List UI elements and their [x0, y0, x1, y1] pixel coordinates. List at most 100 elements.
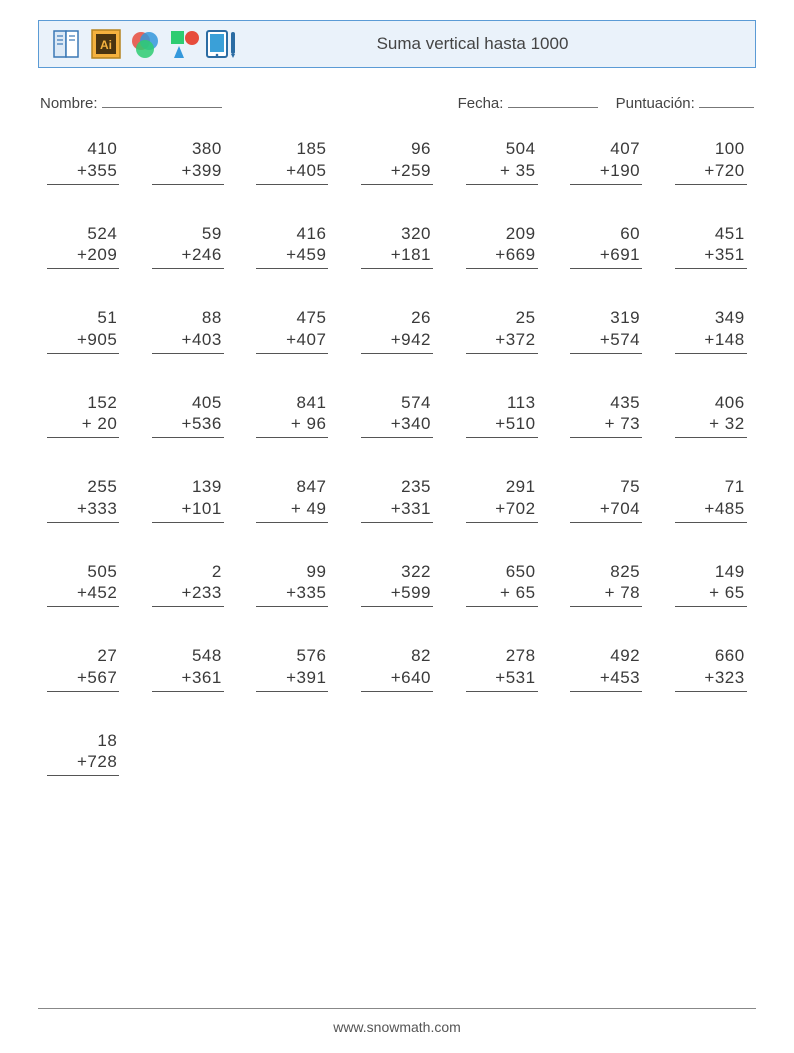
addend-bottom: + 35: [466, 160, 538, 185]
addend-top: 59: [152, 223, 224, 245]
addition-problem: 319+574: [570, 307, 642, 354]
addend-bottom: +640: [361, 667, 433, 692]
addition-problem: 574+340: [361, 392, 433, 439]
worksheet-title: Suma vertical hasta 1000: [240, 34, 745, 54]
addend-bottom: + 49: [256, 498, 328, 523]
addend-top: 149: [675, 561, 747, 583]
footer-text: www.snowmath.com: [333, 1019, 461, 1035]
addition-problem: 660+323: [675, 645, 747, 692]
addition-problem: 349+148: [675, 307, 747, 354]
addition-problem: 152+ 20: [47, 392, 119, 439]
addend-bottom: +403: [152, 329, 224, 354]
addend-top: 99: [256, 561, 328, 583]
addition-problem: 18+728: [47, 730, 119, 777]
addition-problem: 505+452: [47, 561, 119, 608]
ai-badge-icon: Ai: [88, 27, 123, 62]
addend-bottom: + 20: [47, 413, 119, 438]
addend-bottom: +942: [361, 329, 433, 354]
addend-bottom: + 65: [675, 582, 747, 607]
book-icon: [49, 27, 84, 62]
addend-top: 505: [47, 561, 119, 583]
addend-top: 96: [361, 138, 433, 160]
addend-top: 51: [47, 307, 119, 329]
date-label: Fecha:: [458, 95, 504, 112]
addend-top: 574: [361, 392, 433, 414]
addition-problem: 407+190: [570, 138, 642, 185]
addend-bottom: +372: [466, 329, 538, 354]
addition-problem: 59+246: [152, 223, 224, 270]
addend-bottom: + 73: [570, 413, 642, 438]
addition-problem: 27+567: [47, 645, 119, 692]
shapes-icon: [166, 27, 201, 62]
addend-top: 291: [466, 476, 538, 498]
addition-problem: 25+372: [466, 307, 538, 354]
score-label: Puntuación:: [616, 95, 695, 112]
addend-bottom: +720: [675, 160, 747, 185]
addend-bottom: +399: [152, 160, 224, 185]
addend-top: 88: [152, 307, 224, 329]
addend-bottom: +905: [47, 329, 119, 354]
color-wheel-icon: [127, 27, 162, 62]
addition-problem: 278+531: [466, 645, 538, 692]
addition-problem: 576+391: [256, 645, 328, 692]
header-icons: Ai: [49, 27, 240, 62]
addition-problem: 841+ 96: [256, 392, 328, 439]
addition-problem: 504+ 35: [466, 138, 538, 185]
addend-bottom: +536: [152, 413, 224, 438]
addition-problem: 26+942: [361, 307, 433, 354]
addition-problem: 650+ 65: [466, 561, 538, 608]
addition-problem: 99+335: [256, 561, 328, 608]
addition-problem: 71+485: [675, 476, 747, 523]
addend-bottom: +209: [47, 244, 119, 269]
addend-bottom: +453: [570, 667, 642, 692]
addend-top: 504: [466, 138, 538, 160]
addend-bottom: +704: [570, 498, 642, 523]
addition-problem: 405+536: [152, 392, 224, 439]
addend-top: 492: [570, 645, 642, 667]
addend-bottom: +405: [256, 160, 328, 185]
addend-top: 2: [152, 561, 224, 583]
addend-bottom: +351: [675, 244, 747, 269]
addition-problem: 235+331: [361, 476, 433, 523]
addend-top: 255: [47, 476, 119, 498]
addend-top: 27: [47, 645, 119, 667]
addition-problem: 492+453: [570, 645, 642, 692]
addend-top: 435: [570, 392, 642, 414]
addend-top: 139: [152, 476, 224, 498]
svg-text:Ai: Ai: [100, 38, 112, 52]
addend-top: 319: [570, 307, 642, 329]
header-bar: Ai Suma vert: [38, 20, 756, 68]
name-blank: [102, 94, 222, 108]
addend-top: 841: [256, 392, 328, 414]
addend-bottom: +531: [466, 667, 538, 692]
addend-bottom: +691: [570, 244, 642, 269]
addition-problem: 451+351: [675, 223, 747, 270]
addend-bottom: +669: [466, 244, 538, 269]
addition-problem: 113+510: [466, 392, 538, 439]
addend-top: 475: [256, 307, 328, 329]
addend-bottom: +335: [256, 582, 328, 607]
addend-top: 25: [466, 307, 538, 329]
addition-problem: 60+691: [570, 223, 642, 270]
addend-top: 209: [466, 223, 538, 245]
addition-problem: 149+ 65: [675, 561, 747, 608]
addend-top: 825: [570, 561, 642, 583]
addend-bottom: + 96: [256, 413, 328, 438]
addend-bottom: +407: [256, 329, 328, 354]
addend-top: 235: [361, 476, 433, 498]
addend-bottom: +181: [361, 244, 433, 269]
addend-top: 407: [570, 138, 642, 160]
addition-problem: 847+ 49: [256, 476, 328, 523]
addend-top: 185: [256, 138, 328, 160]
addend-top: 26: [361, 307, 433, 329]
addend-bottom: +574: [570, 329, 642, 354]
addition-problem: 410+355: [47, 138, 119, 185]
addend-top: 278: [466, 645, 538, 667]
addend-bottom: +355: [47, 160, 119, 185]
addend-top: 152: [47, 392, 119, 414]
score-field: Puntuación:: [616, 94, 754, 112]
addend-bottom: +702: [466, 498, 538, 523]
info-row: Nombre: Fecha: Puntuación:: [38, 94, 756, 112]
addend-bottom: +599: [361, 582, 433, 607]
addend-bottom: +361: [152, 667, 224, 692]
